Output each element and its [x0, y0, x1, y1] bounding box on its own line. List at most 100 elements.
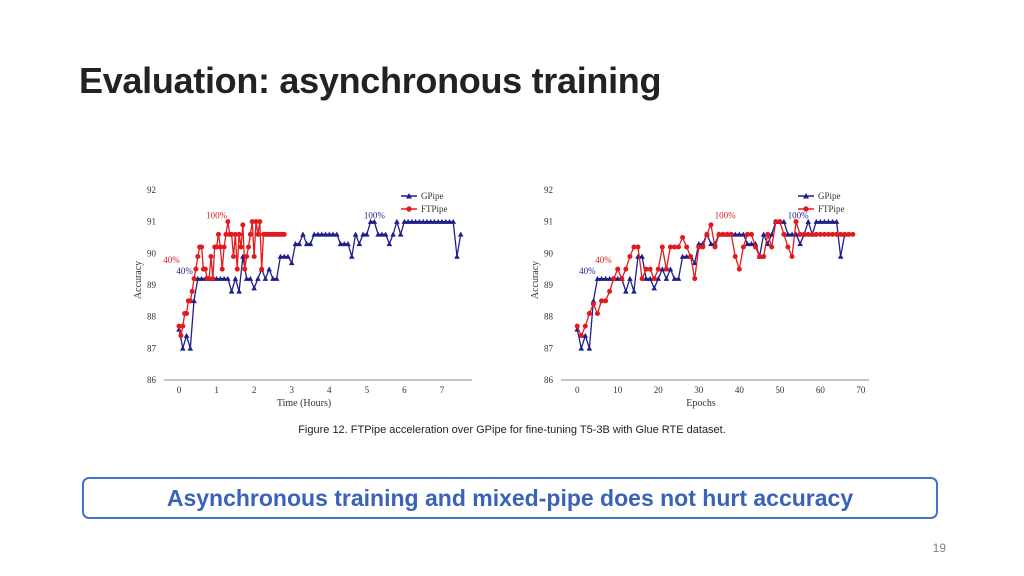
gpipe-point [255, 275, 261, 281]
ftpipe-point [215, 231, 221, 237]
ftpipe-point [765, 231, 771, 237]
ftpipe-point [229, 231, 235, 237]
legend-ftpipe-marker [406, 206, 412, 212]
x-tick-label: 5 [365, 385, 370, 395]
gpipe-point [586, 345, 593, 351]
x-tick-label: 2 [252, 385, 257, 395]
ftpipe-point [834, 231, 840, 237]
annotation-label: 40% [163, 255, 180, 265]
ftpipe-point [225, 219, 231, 225]
ftpipe-point [193, 266, 199, 272]
gpipe-point [303, 241, 310, 247]
annotation-label: 100% [715, 211, 737, 221]
x-tick-label: 60 [816, 385, 826, 395]
gpipe-point [683, 253, 690, 259]
gpipe-point [435, 218, 441, 224]
ftpipe-point [748, 231, 754, 237]
gpipe-point [221, 275, 227, 281]
ftpipe-point [635, 244, 641, 250]
ftpipe-point [631, 244, 637, 250]
gpipe-point [598, 275, 605, 281]
gpipe-point [663, 275, 670, 281]
x-tick-label: 10 [613, 385, 623, 395]
ftpipe-point [716, 231, 722, 237]
annotation-label: 40% [579, 266, 596, 276]
gpipe-point [578, 345, 585, 351]
gpipe-point [273, 275, 280, 281]
x-tick-label: 0 [575, 385, 580, 395]
ftpipe-point [232, 231, 238, 237]
annotation-label: 100% [206, 211, 228, 221]
ftpipe-point [615, 266, 621, 272]
y-tick-label: 91 [147, 217, 156, 227]
ftpipe-point [627, 254, 633, 259]
ftpipe-point [663, 266, 669, 272]
y-tick-label: 89 [147, 280, 157, 290]
gpipe-point [825, 218, 832, 224]
gpipe-point [785, 231, 791, 237]
ftpipe-point [850, 231, 856, 237]
ftpipe-point [195, 254, 201, 259]
gpipe-point [251, 285, 257, 291]
ftpipe-point [599, 298, 605, 304]
gpipe-point [179, 345, 186, 351]
gpipe-point [420, 218, 426, 224]
gpipe-point [450, 218, 457, 224]
gpipe-point [427, 218, 434, 224]
x-tick-label: 1 [214, 385, 219, 395]
gpipe-point [424, 218, 430, 224]
ftpipe-point [838, 231, 844, 237]
annotation-label: 40% [595, 255, 612, 265]
legend-ftpipe-marker [803, 206, 809, 212]
ftpipe-point [684, 244, 690, 250]
ftpipe-point [240, 222, 246, 228]
gpipe-point [337, 241, 344, 247]
gpipe-point [748, 241, 755, 247]
ftpipe-point [578, 333, 584, 339]
ftpipe-point [659, 244, 665, 250]
ftpipe-point [712, 244, 718, 250]
ftpipe-point [611, 276, 617, 282]
gpipe-point [821, 218, 828, 224]
ftpipe-point [607, 288, 613, 294]
ftpipe-point [217, 244, 223, 250]
gpipe-point [397, 231, 404, 237]
gpipe-point [307, 241, 314, 247]
ftpipe-point [590, 301, 596, 307]
gpipe-point [590, 298, 597, 304]
ftpipe-point [825, 231, 831, 237]
ftpipe-point [817, 231, 823, 237]
gpipe-point [262, 275, 269, 281]
ftpipe-point [671, 244, 677, 250]
gpipe-point [416, 218, 423, 224]
gpipe-point [606, 275, 613, 281]
ftpipe-point [736, 266, 742, 272]
gpipe-point [837, 253, 844, 259]
ftpipe-point [202, 266, 208, 272]
ftpipe-point [234, 266, 240, 272]
gpipe-point [679, 253, 686, 259]
gpipe-point [247, 275, 254, 281]
gpipe-point [740, 231, 747, 237]
ftpipe-point [246, 244, 252, 250]
gpipe-point [602, 275, 609, 281]
ftpipe-point [187, 298, 193, 304]
ftpipe-point [769, 244, 775, 250]
gpipe-point [386, 241, 393, 247]
ftpipe-point [846, 231, 852, 237]
ftpipe-point [623, 266, 629, 272]
gpipe-point [281, 253, 287, 259]
ftpipe-point [191, 276, 197, 282]
gpipe-point [375, 231, 381, 237]
x-tick-label: 50 [775, 385, 785, 395]
y-tick-label: 90 [147, 248, 157, 258]
ftpipe-point [720, 231, 726, 237]
legend-ftpipe-label: FTPipe [421, 204, 448, 214]
ftpipe-point [219, 266, 225, 272]
ftpipe-point [676, 244, 682, 250]
ftpipe-point [223, 231, 229, 237]
ftpipe-point [761, 254, 767, 259]
gpipe-point [760, 231, 767, 237]
gpipe-point [360, 231, 366, 237]
gpipe-point [732, 231, 739, 237]
